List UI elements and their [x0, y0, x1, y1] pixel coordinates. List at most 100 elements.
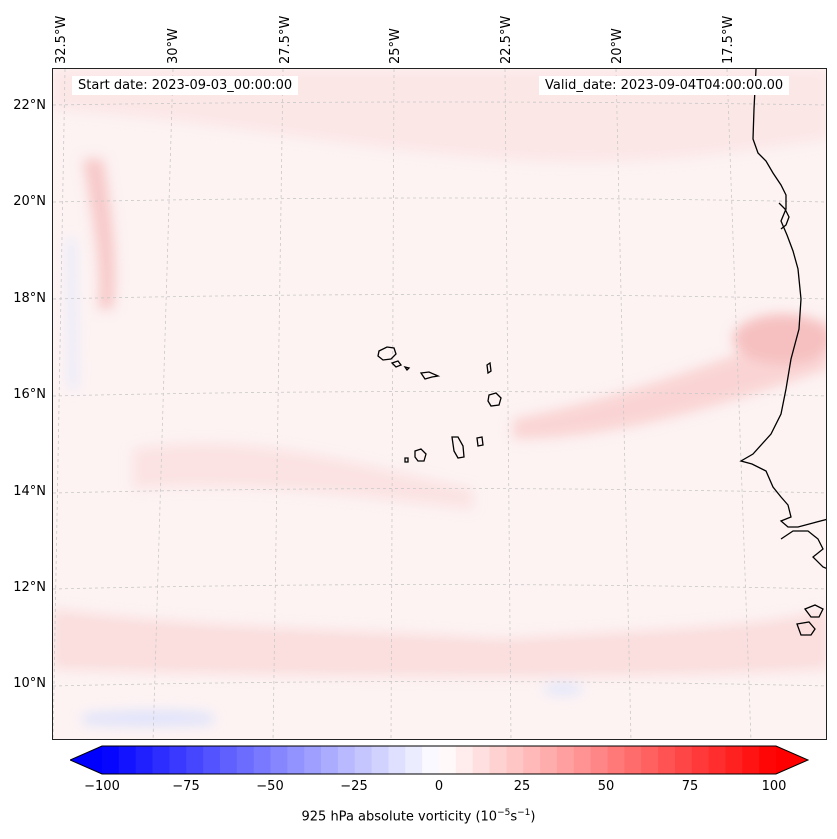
- meridian-25w: [390, 69, 395, 739]
- lat-label-18n: 18°N: [13, 291, 46, 306]
- colorbar-cell: [388, 746, 406, 774]
- meridian-27-5w: [272, 69, 284, 739]
- negative-vorticity-patch-south: [83, 710, 213, 727]
- island-maio: [476, 436, 484, 447]
- lon-label-25w: 25°W: [388, 28, 403, 64]
- cbar-tick-25: 25: [513, 779, 531, 794]
- colorbar-cell: [725, 746, 743, 774]
- colorbar-cell: [354, 746, 372, 774]
- valid-date-label: Valid_date: 2023-09-04T04:00:00.00: [539, 76, 790, 95]
- cbar-tick-minus-100: −100: [84, 779, 120, 794]
- meridian-32-5w: [53, 69, 66, 739]
- colorbar-cell: [641, 746, 659, 774]
- island-santiago: [451, 436, 465, 459]
- positive-vorticity-max-coast: [733, 314, 826, 364]
- lon-label-32-5w: 32.5°W: [54, 15, 69, 64]
- colorbar-cell: [708, 746, 726, 774]
- island-santa-luzia: [403, 365, 411, 372]
- coast-banc-arguin-detail: [778, 202, 790, 230]
- map-panel[interactable]: [52, 68, 827, 740]
- colorbar-extend-max: [776, 746, 808, 774]
- graticule: [53, 69, 826, 739]
- colorbar-cell: [573, 746, 592, 774]
- lon-label-30w: 30°W: [166, 28, 181, 64]
- negative-vorticity-streak-west: [67, 239, 77, 389]
- lat-label-22n: 22°N: [13, 98, 46, 113]
- negative-vorticity-patch-se: [543, 683, 583, 695]
- colorbar-cell: [759, 746, 777, 774]
- colorbar-cell: [186, 746, 204, 774]
- parallel-16n: [53, 391, 826, 397]
- island-sal: [486, 361, 492, 375]
- colorbar-cell: [489, 746, 507, 774]
- colorbar-cell: [169, 746, 187, 774]
- start-date-label: Start date: 2023-09-03_00:00:00: [72, 76, 299, 95]
- coast-south-detail: [796, 621, 816, 636]
- colorbar-cell: [253, 746, 271, 774]
- meridian-17-5w: [726, 69, 752, 739]
- island-sao-nicolau: [419, 371, 441, 380]
- parallel-20n: [53, 197, 826, 203]
- colorbar-cell: [624, 746, 642, 774]
- positive-vorticity-patch-central: [133, 443, 473, 509]
- colorbar-cell: [304, 746, 322, 774]
- colorbar-cell: [118, 746, 137, 774]
- colorbar-cell: [321, 746, 339, 774]
- positive-vorticity-streak-west: [83, 159, 115, 309]
- colorbar: [70, 745, 810, 775]
- parallel-22n: [53, 101, 826, 106]
- west-africa-coastline: [739, 69, 826, 636]
- cbar-tick-100: 100: [761, 779, 787, 794]
- colorbar-label-exp2: −1: [517, 808, 531, 818]
- colorbar-cell: [455, 746, 474, 774]
- colorbar-cell: [371, 746, 389, 774]
- cbar-tick-75: 75: [681, 779, 699, 794]
- colorbar-cell: [523, 746, 541, 774]
- lon-label-17-5w: 17.5°W: [721, 15, 736, 64]
- colorbar-cell: [203, 746, 221, 774]
- colorbar-cell: [270, 746, 288, 774]
- coast-mauritania-senegal: [739, 69, 826, 528]
- colorbar-label-unit: s: [510, 809, 518, 825]
- colorbar-cell: [337, 746, 356, 774]
- colorbar-cell: [607, 746, 625, 774]
- vorticity-map: [53, 69, 826, 739]
- coast-guinea-islands: [803, 604, 824, 618]
- cbar-tick-50: 50: [597, 779, 615, 794]
- colorbar-cell: [439, 746, 457, 774]
- colorbar-label-base: 10: [480, 809, 498, 825]
- lon-label-20w: 20°W: [610, 28, 625, 64]
- colorbar-label: 925 hPa absolute vorticity (10−5s−1): [0, 808, 837, 824]
- cape-verde-islands: [377, 346, 502, 463]
- colorbar-cell: [506, 746, 524, 774]
- colorbar-extend-min: [70, 746, 102, 774]
- parallel-12n: [53, 584, 826, 590]
- colorbar-cell: [590, 746, 608, 774]
- lat-label-20n: 20°N: [13, 194, 46, 209]
- colorbar-cell: [102, 746, 120, 774]
- parallel-10n: [53, 681, 826, 687]
- island-boa-vista: [487, 392, 502, 407]
- lon-label-22-5w: 22.5°W: [499, 15, 514, 64]
- parallel-14n: [53, 488, 826, 494]
- colorbar-cell: [152, 746, 170, 774]
- island-santo-antao: [377, 346, 397, 361]
- colorbar-cells: [70, 746, 808, 774]
- colorbar-cell: [219, 746, 238, 774]
- lon-label-27-5w: 27.5°W: [278, 15, 293, 64]
- colorbar-label-text: 925 hPa absolute vorticity (: [301, 809, 481, 825]
- colorbar-cell: [422, 746, 440, 774]
- colorbar-cell: [405, 746, 423, 774]
- positive-vorticity-band-south: [53, 609, 826, 677]
- cbar-tick-0: 0: [434, 779, 444, 794]
- colorbar-cell: [674, 746, 693, 774]
- colorbar-cell: [540, 746, 558, 774]
- colorbar-cell: [742, 746, 760, 774]
- colorbar-label-exp1: −5: [497, 808, 511, 818]
- island-fogo: [414, 448, 427, 462]
- meridian-30w: [152, 69, 174, 739]
- colorbar-cell: [658, 746, 676, 774]
- meridian-22-5w: [504, 69, 512, 739]
- lat-label-12n: 12°N: [13, 580, 46, 595]
- colorbar-cell: [135, 746, 153, 774]
